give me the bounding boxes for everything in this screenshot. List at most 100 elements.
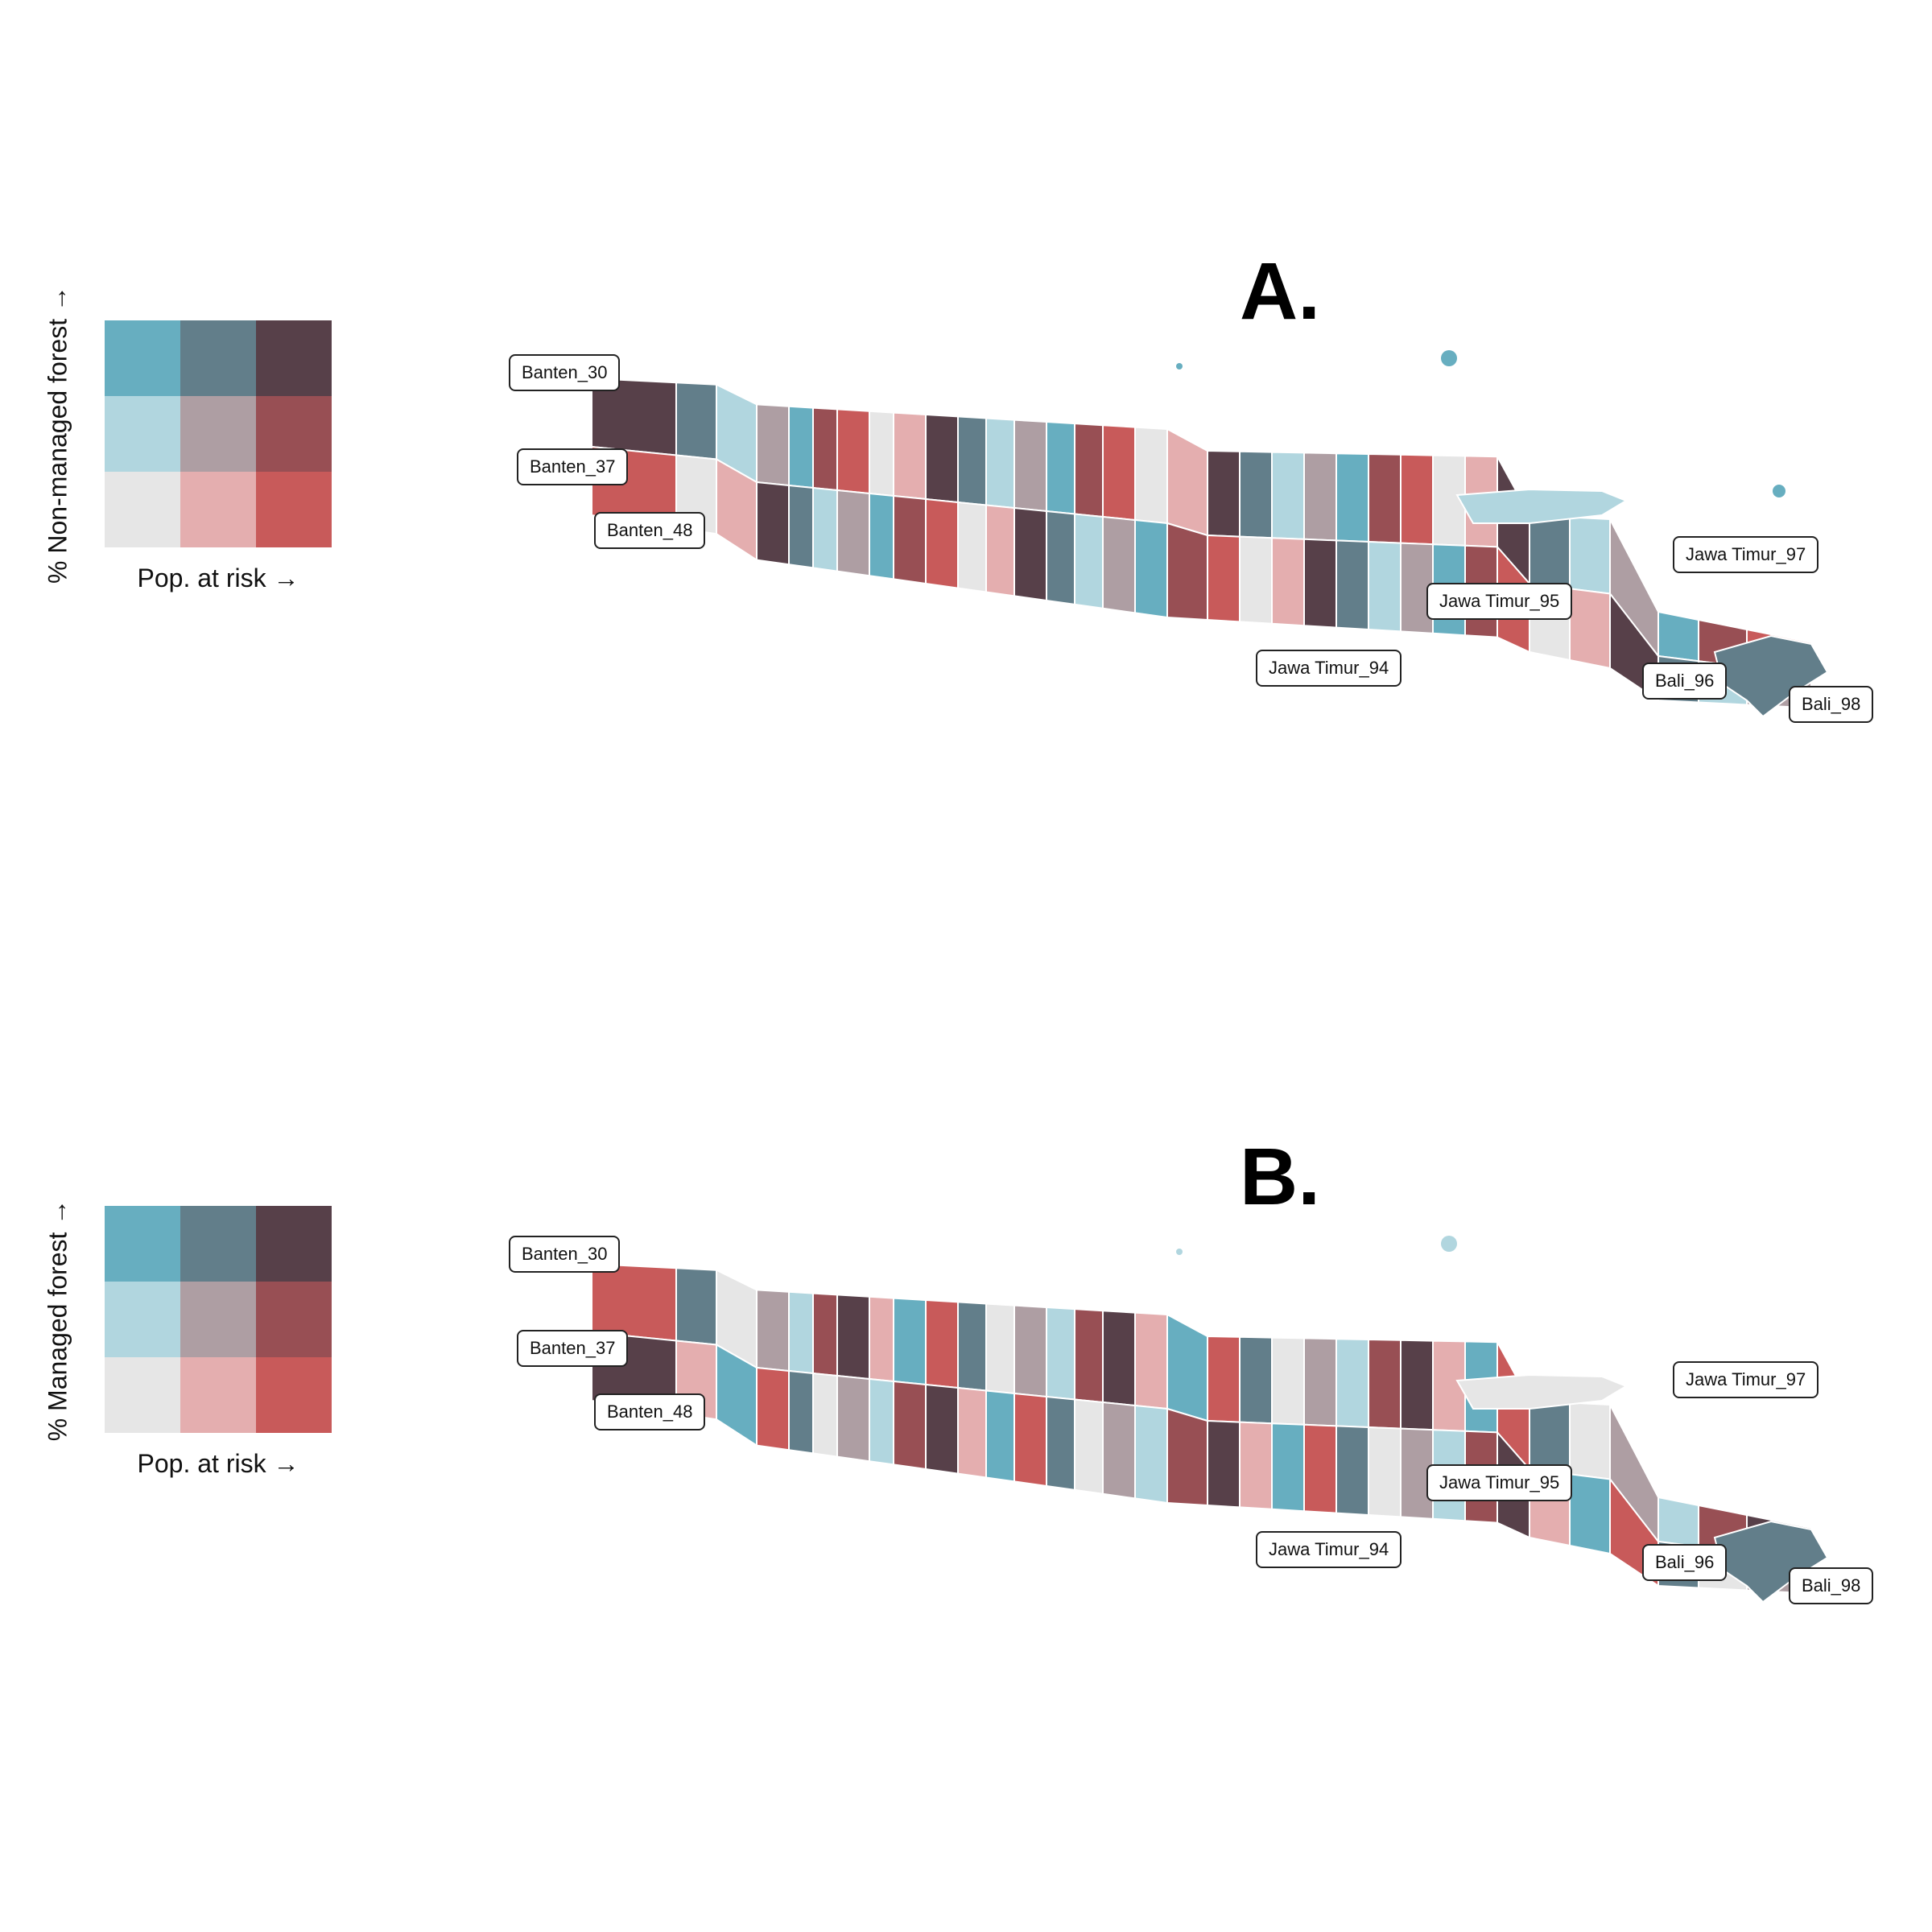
region-label: Jawa Timur_95 xyxy=(1426,1464,1573,1501)
region-label: Banten_37 xyxy=(517,1330,629,1367)
region-polygon xyxy=(869,492,894,580)
region-polygon xyxy=(869,1377,894,1466)
region-polygon xyxy=(1102,1310,1136,1407)
region-polygon xyxy=(1368,1426,1402,1518)
islet xyxy=(1176,363,1183,369)
region-polygon xyxy=(985,417,1015,510)
region-polygon xyxy=(985,1302,1015,1395)
region-label: Bali_96 xyxy=(1642,663,1728,700)
legend-cell xyxy=(105,1282,180,1357)
region-polygon xyxy=(1569,516,1611,595)
region-polygon xyxy=(836,1374,870,1463)
region-polygon xyxy=(812,1292,838,1377)
region-polygon xyxy=(1271,1422,1305,1513)
region-polygon xyxy=(675,1267,717,1346)
region-polygon xyxy=(1013,1392,1047,1488)
region-polygon xyxy=(1074,1308,1104,1404)
panel-b: % Managed forest → Pop. at risk → B. Ban… xyxy=(0,886,1932,1771)
region-polygon xyxy=(1368,540,1402,633)
region-polygon xyxy=(869,410,894,497)
region-polygon xyxy=(1239,1421,1273,1510)
legend-x-label: Pop. at risk → xyxy=(137,1449,299,1478)
region-label: Jawa Timur_94 xyxy=(1256,1531,1402,1568)
region-label: Banten_30 xyxy=(509,1236,621,1273)
region-polygon xyxy=(1074,1398,1104,1495)
region-polygon xyxy=(957,1386,987,1479)
region-polygon xyxy=(893,411,927,501)
region-polygon xyxy=(1303,1423,1337,1514)
legend-cell xyxy=(256,1206,332,1282)
region-polygon xyxy=(1368,1338,1402,1430)
region-polygon xyxy=(1166,1313,1208,1422)
region-polygon xyxy=(1207,1419,1241,1509)
region-polygon xyxy=(1368,452,1402,544)
legend-x-label: Pop. at risk → xyxy=(137,564,299,592)
region-polygon xyxy=(1134,1404,1168,1505)
region-polygon xyxy=(812,486,838,572)
region-polygon xyxy=(957,1301,987,1392)
region-polygon xyxy=(675,382,717,460)
region-polygon xyxy=(1271,537,1305,627)
legend-cell xyxy=(180,472,256,547)
region-label: Jawa Timur_94 xyxy=(1256,650,1402,687)
region-polygon xyxy=(756,481,790,566)
region-polygon xyxy=(957,501,987,593)
region-label: Bali_98 xyxy=(1789,1567,1874,1604)
panel-letter: B. xyxy=(1240,1132,1320,1222)
region-polygon xyxy=(1303,452,1337,542)
region-polygon xyxy=(1455,1373,1629,1410)
region-polygon xyxy=(1271,451,1305,540)
region-polygon xyxy=(1335,539,1369,631)
region-polygon xyxy=(1335,1338,1369,1429)
region-label: Banten_48 xyxy=(594,1393,706,1430)
region-polygon xyxy=(1303,538,1337,629)
region-polygon xyxy=(893,1380,927,1471)
region-polygon xyxy=(1102,515,1136,614)
region-polygon xyxy=(1013,419,1047,513)
region-polygon xyxy=(1303,1337,1337,1427)
region-label: Bali_96 xyxy=(1642,1544,1728,1581)
legend-cell xyxy=(180,1357,256,1433)
region-polygon xyxy=(1455,488,1629,524)
region-polygon xyxy=(1239,1335,1273,1425)
legend-cell xyxy=(180,396,256,472)
legend-cell xyxy=(256,1357,332,1433)
region-polygon xyxy=(1335,452,1369,543)
region-polygon xyxy=(1013,1304,1047,1398)
region-polygon xyxy=(1207,1335,1241,1423)
region-polygon xyxy=(1657,610,1699,663)
region-polygon xyxy=(1046,1395,1075,1492)
bivariate-legend xyxy=(105,1206,332,1433)
region-polygon xyxy=(1207,449,1241,538)
region-polygon xyxy=(756,403,790,487)
islet xyxy=(1441,350,1457,366)
region-polygon xyxy=(1074,423,1104,518)
region-polygon xyxy=(1134,426,1168,525)
legend-cell xyxy=(256,472,332,547)
region-polygon xyxy=(1400,453,1434,546)
region-polygon xyxy=(1569,1473,1611,1555)
region-polygon xyxy=(1102,1401,1136,1500)
region-label: Banten_37 xyxy=(517,448,629,485)
legend-cell xyxy=(180,1206,256,1282)
region-polygon xyxy=(1046,1306,1075,1401)
region-polygon xyxy=(1046,510,1075,606)
region-polygon xyxy=(1207,534,1241,623)
region-polygon xyxy=(1166,427,1208,537)
region-label: Jawa Timur_95 xyxy=(1426,583,1573,620)
legend-cell xyxy=(256,396,332,472)
region-polygon xyxy=(869,1295,894,1383)
choropleth-map xyxy=(591,350,1829,718)
region-polygon xyxy=(1657,1496,1699,1548)
legend-cell xyxy=(256,1282,332,1357)
region-polygon xyxy=(836,408,870,495)
region-polygon xyxy=(1529,514,1571,590)
region-polygon xyxy=(836,1294,870,1381)
islet xyxy=(1176,1249,1183,1255)
region-polygon xyxy=(788,1369,814,1455)
region-polygon xyxy=(788,405,814,489)
region-polygon xyxy=(1529,1399,1571,1476)
region-polygon xyxy=(1239,535,1273,625)
region-label: Bali_98 xyxy=(1789,686,1874,723)
region-polygon xyxy=(1166,1407,1208,1507)
